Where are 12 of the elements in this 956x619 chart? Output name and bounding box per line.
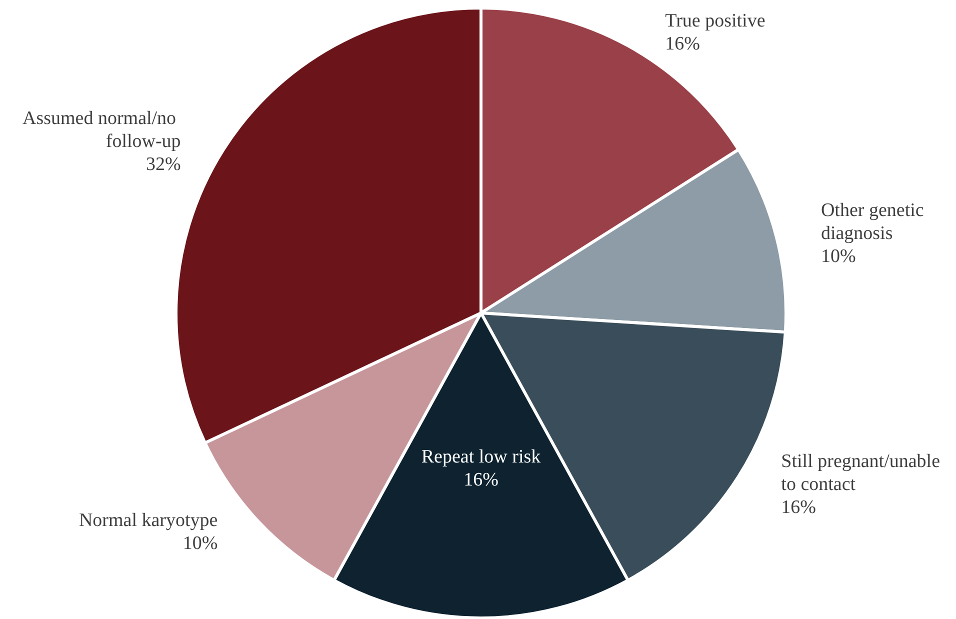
data-label: 10% xyxy=(820,246,856,267)
data-label: 16% xyxy=(665,34,700,55)
slice-label: Assumed normal/no follow-up xyxy=(22,108,181,152)
slice-label: Other genetic diagnosis xyxy=(820,200,929,244)
slice-label: Normal karyotype xyxy=(78,510,218,532)
data-label: 10% xyxy=(182,533,218,554)
data-label: 16% xyxy=(464,470,499,490)
slice-label: True positive xyxy=(665,10,766,32)
slice-label: Still pregnant/unable to contact xyxy=(781,450,945,495)
data-label: 16% xyxy=(781,496,816,518)
data-label: 32% xyxy=(146,154,181,176)
slice-label: Repeat low risk xyxy=(421,446,542,468)
